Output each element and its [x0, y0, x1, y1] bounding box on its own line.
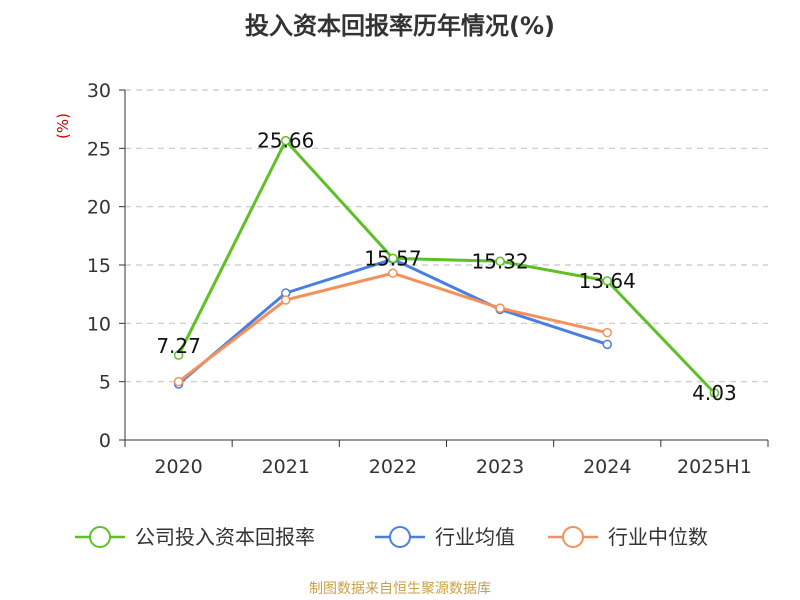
x-tick-label: 2024	[583, 456, 631, 478]
data-point	[388, 268, 398, 278]
legend-swatch-marker	[562, 526, 584, 548]
y-tick-label: 30	[87, 80, 111, 102]
data-point	[495, 256, 505, 267]
legend-item: 公司投入资本回报率	[75, 525, 315, 549]
legend-item: 行业中位数	[548, 525, 708, 549]
chart-title: 投入资本回报率历年情况(%)	[245, 12, 555, 40]
legend: 公司投入资本回报率 行业均值 行业中位数	[75, 525, 708, 549]
y-tick-label: 0	[99, 430, 111, 452]
data-point	[602, 339, 612, 350]
data-point	[602, 327, 612, 338]
y-tick-label: 15	[87, 255, 111, 277]
data-label: 13.64	[579, 269, 636, 293]
axes: 0 5 10 15 20 25 30 2020 2021 2022 2023 2024 2025H1 (%…	[54, 80, 769, 478]
x-tick-label: 2025H1	[677, 456, 752, 478]
x-tick-label: 2021	[262, 456, 310, 478]
data-label: 15.57	[364, 246, 421, 270]
data-point	[173, 376, 184, 387]
data-point	[173, 350, 184, 360]
data-label: 4.03	[692, 381, 737, 405]
x-tick-label: 2023	[476, 456, 524, 478]
y-tick-label: 10	[87, 313, 111, 335]
data-labels: 7.27 25.66 15.57 15.32 13.64 4.03	[156, 129, 736, 405]
y-tick-label: 20	[87, 197, 111, 219]
legend-label: 行业均值	[435, 525, 515, 549]
grid-lines	[125, 89, 768, 383]
series-lines	[173, 135, 720, 398]
legend-label: 行业中位数	[608, 525, 708, 549]
data-point	[281, 135, 291, 146]
series-line	[177, 271, 608, 383]
data-point	[709, 388, 720, 398]
data-point	[388, 253, 398, 264]
x-tick-label: 2020	[154, 456, 202, 478]
data-label: 25.66	[257, 129, 314, 153]
data-label: 7.27	[156, 334, 201, 358]
data-label: 15.32	[471, 249, 528, 273]
data-point	[602, 276, 612, 286]
legend-label: 公司投入资本回报率	[135, 525, 315, 549]
y-axis-unit: (%)	[54, 113, 72, 139]
data-point	[281, 295, 291, 305]
x-tick-label: 2022	[369, 456, 417, 478]
series-line	[177, 139, 716, 395]
legend-swatch-marker	[389, 526, 411, 548]
legend-item: 行业均值	[375, 525, 515, 549]
data-point	[495, 303, 505, 313]
source-note: 制图数据来自恒生聚源数据库	[309, 581, 491, 597]
y-tick-label: 5	[99, 372, 111, 394]
legend-swatch-marker	[89, 526, 111, 548]
y-tick-label: 25	[87, 138, 111, 160]
